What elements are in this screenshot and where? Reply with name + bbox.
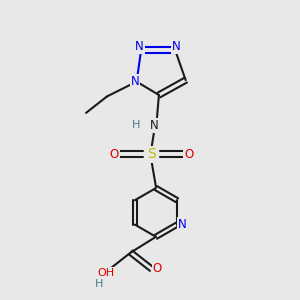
Text: O: O [184,148,193,161]
Text: H: H [94,279,103,289]
Text: OH: OH [98,268,115,278]
Text: N: N [131,75,140,88]
Text: N: N [172,40,181,53]
Text: N: N [149,119,158,132]
Text: H: H [132,120,140,130]
Text: O: O [153,262,162,275]
Text: N: N [135,40,144,53]
Text: N: N [178,218,187,231]
Text: O: O [110,148,119,161]
Text: S: S [147,148,156,161]
